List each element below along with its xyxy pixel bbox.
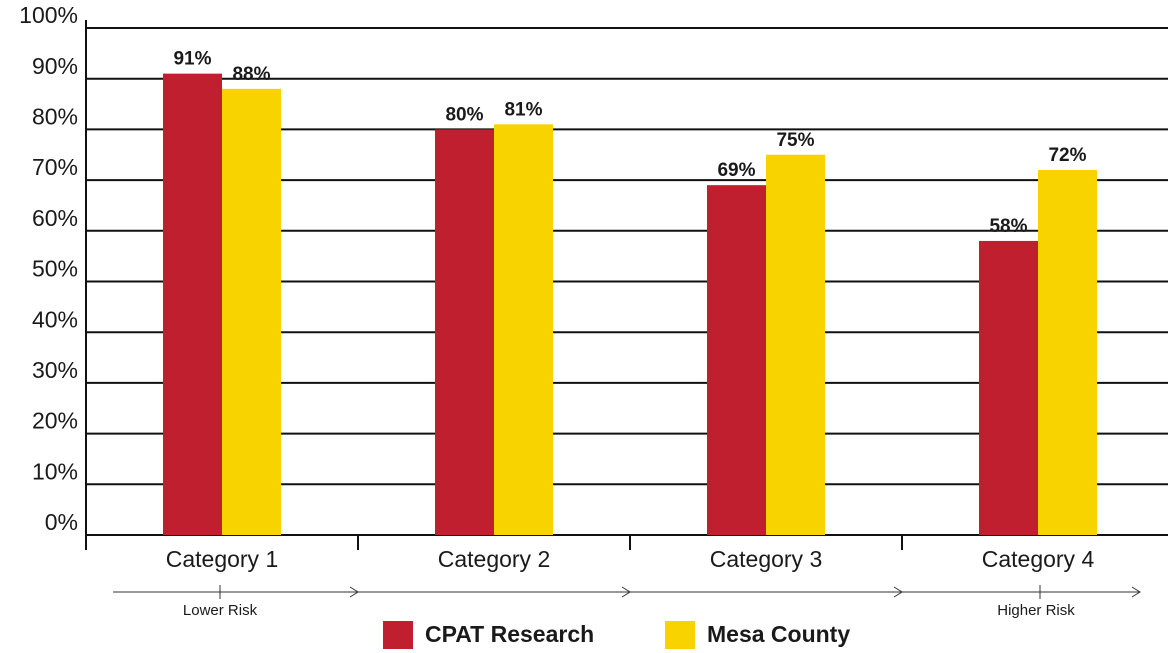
bar	[766, 154, 825, 535]
risk-arrow	[113, 585, 1141, 599]
y-tick-label: 50%	[32, 256, 78, 282]
bar	[435, 129, 494, 535]
bar	[707, 185, 766, 536]
bar	[222, 88, 281, 535]
y-tick-label: 40%	[32, 306, 78, 332]
legend-swatch	[383, 621, 413, 649]
bar	[163, 73, 222, 535]
x-tick-label: Category 1	[166, 546, 279, 572]
x-tick-label: Category 3	[710, 546, 823, 572]
data-label: 80%	[445, 104, 483, 125]
y-tick-label: 100%	[19, 2, 78, 28]
data-label: 81%	[504, 99, 542, 120]
data-label: 91%	[173, 49, 211, 70]
x-tick-label: Category 4	[982, 546, 1095, 572]
y-tick-label: 10%	[32, 458, 78, 484]
x-tick-label: Category 2	[438, 546, 551, 572]
annotation: Lower Risk	[183, 602, 258, 619]
y-tick-label: 90%	[32, 53, 78, 79]
annotation: Higher Risk	[997, 602, 1075, 619]
data-label: 58%	[989, 216, 1027, 237]
y-tick-label: 0%	[45, 509, 78, 535]
legend-label: CPAT Research	[425, 621, 594, 647]
data-label: 88%	[232, 64, 270, 85]
y-tick-label: 20%	[32, 408, 78, 434]
y-tick-label: 70%	[32, 154, 78, 180]
data-label: 72%	[1048, 145, 1086, 166]
legend-swatch	[665, 621, 695, 649]
legend-label: Mesa County	[707, 621, 850, 647]
bar	[494, 124, 553, 535]
bar	[1038, 169, 1097, 535]
y-tick-label: 60%	[32, 205, 78, 231]
bar	[979, 240, 1038, 535]
y-tick-label: 80%	[32, 103, 78, 129]
data-label: 69%	[717, 160, 755, 181]
y-tick-label: 30%	[32, 357, 78, 383]
data-label: 75%	[776, 130, 814, 151]
